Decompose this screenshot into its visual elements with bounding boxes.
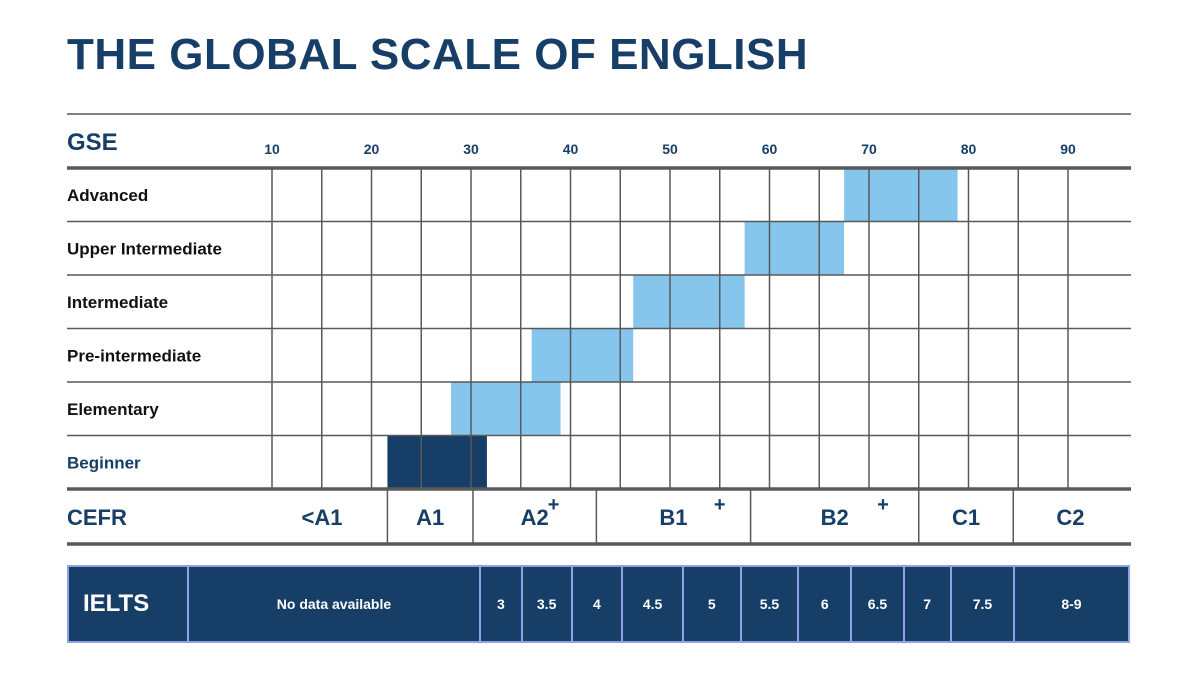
cefr-band-label: C2 xyxy=(1056,505,1084,530)
ielts-band: 6 xyxy=(797,567,850,641)
ielts-band: 7.5 xyxy=(949,567,1014,641)
ielts-band: 5 xyxy=(681,567,740,641)
cefr-band-label: <A1 xyxy=(302,505,343,530)
ielts-band: 8-9 xyxy=(1013,567,1127,641)
cefr-plus-mark: + xyxy=(548,494,560,516)
ielts-band: 5.5 xyxy=(739,567,798,641)
bar-elementary xyxy=(451,382,561,436)
cefr-band-label: B2 xyxy=(821,505,849,530)
bar-beginner xyxy=(387,435,487,489)
cefr-band-label: C1 xyxy=(952,505,980,530)
gse-tick-label: 20 xyxy=(364,141,380,157)
gse-tick-label: 60 xyxy=(762,141,778,157)
gse-tick-label: 70 xyxy=(861,141,877,157)
gse-chart: GSE 10 20 30 40 50 60 70 80 90 Advanced Upper Inter… xyxy=(67,113,1131,546)
ielts-row: IELTS No data available 3 3.5 4 4.5 5 5.5 6 6.5 7… xyxy=(67,565,1130,643)
gse-label: GSE xyxy=(67,129,118,156)
cefr-band-label: A2 xyxy=(521,505,549,530)
cefr-band-label: B1 xyxy=(659,505,687,530)
level-label: Intermediate xyxy=(67,293,168,312)
ielts-band: 4 xyxy=(570,567,622,641)
ielts-band: 3 xyxy=(478,567,521,641)
page-title: THE GLOBAL SCALE OF ENGLISH xyxy=(67,30,809,79)
gse-tick-label: 80 xyxy=(961,141,977,157)
cefr-plus-mark: + xyxy=(877,494,889,516)
ielts-band: 7 xyxy=(902,567,950,641)
level-label: Upper Intermediate xyxy=(67,239,222,258)
gse-tick-label: 30 xyxy=(463,141,479,157)
ielts-band: 4.5 xyxy=(621,567,682,641)
ielts-band: No data available xyxy=(187,567,479,641)
gse-tick-label: 50 xyxy=(662,141,678,157)
bar-advanced xyxy=(844,168,958,222)
bar-upper-intermediate xyxy=(744,221,845,275)
gse-tick-label: 90 xyxy=(1060,141,1076,157)
level-label: Advanced xyxy=(67,186,148,205)
bar-intermediate xyxy=(633,275,745,329)
ielts-band: 6.5 xyxy=(850,567,903,641)
gse-tick-label: 10 xyxy=(264,141,280,157)
ielts-band: 3.5 xyxy=(520,567,571,641)
bar-pre-intermediate xyxy=(531,328,634,382)
cefr-plus-mark: + xyxy=(714,494,726,516)
level-label: Pre-intermediate xyxy=(67,346,201,365)
ielts-label: IELTS xyxy=(83,590,150,617)
gse-tick-label: 40 xyxy=(563,141,579,157)
cefr-band-label: A1 xyxy=(416,505,444,530)
level-label: Elementary xyxy=(67,400,159,419)
level-label: Beginner xyxy=(67,453,141,472)
cefr-label: CEFR xyxy=(67,505,127,530)
